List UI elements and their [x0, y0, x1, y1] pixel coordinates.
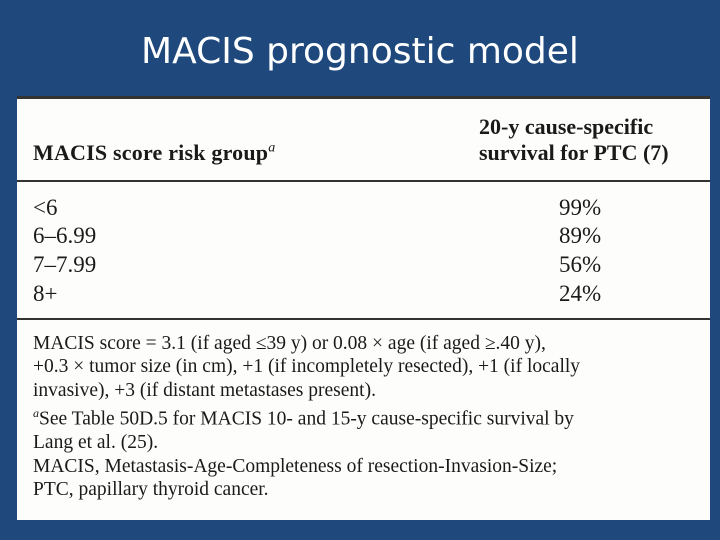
- formula-line: invasive), +3 (if distant metastases pre…: [33, 379, 376, 401]
- abbreviation-line: PTC, papillary thyroid cancer.: [33, 478, 269, 500]
- header-survival: 20-y cause-specific survival for PTC (7): [479, 114, 699, 166]
- footnote-line: Lang et al. (25).: [33, 432, 159, 454]
- header-risk-group-text: MACIS score risk group: [33, 140, 269, 165]
- table-notes: MACIS score = 3.1 (if aged ≤39 y) or 0.0…: [33, 332, 703, 501]
- table-row: 8+ 24%: [17, 280, 710, 308]
- survival-cell: 24%: [559, 281, 602, 306]
- table-row: <6 99%: [17, 194, 710, 222]
- header-rule: [17, 180, 710, 182]
- risk-group-cell: 7–7.99: [33, 252, 97, 277]
- footnote-line: aSee Table 50D.5 for MACIS 10- and 15-y …: [33, 402, 703, 431]
- formula-line: MACIS score = 3.1 (if aged ≤39 y) or 0.0…: [33, 333, 546, 354]
- survival-cell: 56%: [559, 252, 602, 277]
- survival-cell: 99%: [559, 195, 602, 220]
- table-bottom-rule: [17, 318, 710, 320]
- header-risk-group: MACIS score risk groupa: [33, 140, 275, 166]
- table-row: 6–6.99 89%: [17, 222, 710, 250]
- table-row: 7–7.99 56%: [17, 251, 710, 279]
- slide-title: MACIS prognostic model: [141, 31, 579, 72]
- risk-group-cell: 8+: [33, 281, 58, 306]
- footnote-mark-a: a: [268, 140, 276, 156]
- top-rule: [17, 96, 710, 99]
- risk-group-cell: 6–6.99: [33, 223, 97, 248]
- scanned-table-image: MACIS score risk groupa 20-y cause-speci…: [17, 96, 710, 520]
- footnote-text: See Table 50D.5 for MACIS 10- and 15-y c…: [39, 408, 574, 430]
- risk-group-cell: <6: [33, 195, 58, 220]
- survival-cell: 89%: [559, 223, 602, 248]
- footnote-mark: a: [33, 406, 39, 421]
- header-survival-line1: 20-y cause-specific: [479, 114, 654, 139]
- abbreviation-line: MACIS, Metastasis-Age-Completeness of re…: [33, 455, 558, 477]
- formula-line: +0.3 × tumor size (in cm), +1 (if incomp…: [33, 356, 581, 378]
- header-survival-line2: survival for PTC (7): [479, 140, 669, 165]
